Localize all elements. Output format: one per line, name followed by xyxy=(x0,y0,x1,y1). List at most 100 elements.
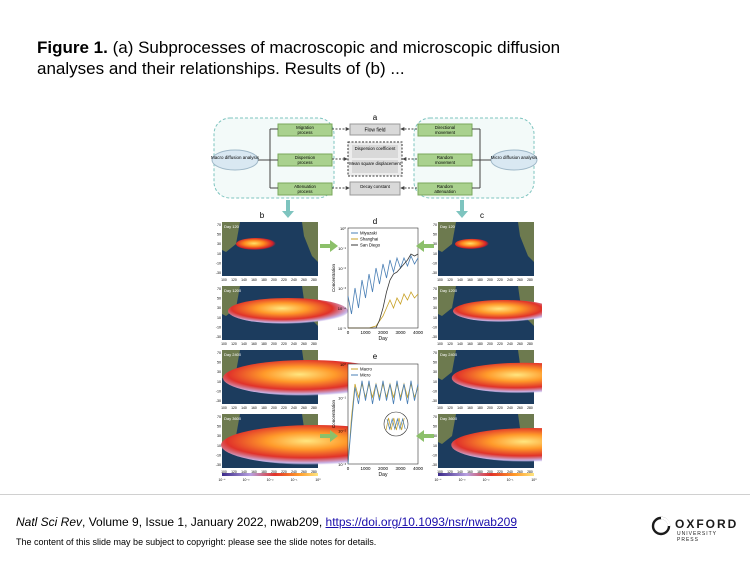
map-lon-tick: 200 xyxy=(271,342,277,346)
series-line-macro xyxy=(347,382,419,465)
arrow-c-to-d xyxy=(416,240,434,252)
micro-process-label-0-a: Directional xyxy=(435,125,455,130)
map-plume xyxy=(455,238,489,250)
map-land-america xyxy=(302,222,318,262)
series-line-micro xyxy=(347,380,419,465)
citation-details: , Volume 9, Issue 1, January 2022, nwab2… xyxy=(82,515,326,529)
logo-sub: UNIVERSITY PRESS xyxy=(677,531,717,543)
colorbar-tick: 10⁻⁴ xyxy=(434,478,442,482)
map-lat-tick: 70 xyxy=(433,223,437,227)
map-lon-tick: 140 xyxy=(241,278,247,282)
map-lon-tick: 120 xyxy=(447,470,453,474)
x-tick-label: 3000 xyxy=(395,330,406,335)
map-lon-tick: 140 xyxy=(241,406,247,410)
map-lat-tick: -30 xyxy=(432,271,437,275)
map-lon-tick: 200 xyxy=(487,406,493,410)
map-day-label: Day 3600 xyxy=(224,416,242,421)
legend-label: San Diego xyxy=(360,243,381,248)
x-tick-label: 2000 xyxy=(378,330,389,335)
map-lat-tick: 10 xyxy=(433,444,437,448)
map-lon-tick: 240 xyxy=(507,278,513,282)
map-lat-tick: 50 xyxy=(217,361,221,365)
map-lat-tick: 70 xyxy=(217,415,221,419)
y-tick-label: 10⁻¹ xyxy=(338,246,347,251)
decay-constant-label: Decay constant xyxy=(360,184,390,189)
macro-process-label-1-b: process xyxy=(297,160,312,165)
map-lat-tick: 30 xyxy=(433,434,437,438)
map-lat-tick: 30 xyxy=(217,434,221,438)
map-lon-tick: 200 xyxy=(487,342,493,346)
macro-process-label-2-a: Attenuation xyxy=(294,184,316,189)
journal-name: Natl Sci Rev xyxy=(16,515,83,529)
footer-divider xyxy=(0,494,750,495)
colorbar-tick: 10⁰ xyxy=(531,478,537,482)
map-lon-tick: 100 xyxy=(437,342,443,346)
arrow-b-to-e xyxy=(320,430,338,442)
msd-label: Mean square displacement xyxy=(349,161,401,166)
map-lon-tick: 140 xyxy=(457,278,463,282)
map-lon-tick: 180 xyxy=(261,406,267,410)
colorbar-b xyxy=(222,473,318,476)
map-lat-tick: -30 xyxy=(432,463,437,467)
y-tick-label: 10⁻³ xyxy=(338,462,347,467)
figure-caption: (a) Subprocesses of macroscopic and micr… xyxy=(37,38,561,78)
map-lat-tick: -10 xyxy=(432,453,437,457)
micro-process-label-1-b: movement xyxy=(435,160,456,165)
map-lon-tick: 240 xyxy=(507,342,513,346)
figure-image: a Macro diffusion analysis Micro diffusi… xyxy=(208,112,613,482)
map-day-label: Day 1200 xyxy=(440,288,458,293)
x-axis-label: Day xyxy=(379,472,388,478)
map-lon-tick: 240 xyxy=(291,278,297,282)
map-lon-tick: 140 xyxy=(457,406,463,410)
map-lon-tick: 220 xyxy=(497,470,503,474)
map-lat-tick: -30 xyxy=(216,399,221,403)
map-lon-tick: 180 xyxy=(261,470,267,474)
map-lon-tick: 120 xyxy=(231,406,237,410)
map-day-label: Day 120 xyxy=(440,224,456,229)
map-land-asia xyxy=(222,414,240,444)
legend-label: Micro xyxy=(360,373,371,378)
x-tick-label: 4000 xyxy=(413,330,424,335)
map-lat-tick: 70 xyxy=(433,287,437,291)
map-lon-tick: 120 xyxy=(447,406,453,410)
macro-process-label-0-a: Migration xyxy=(296,125,314,130)
map-lon-tick: 220 xyxy=(281,342,287,346)
map-lat-tick: 70 xyxy=(217,223,221,227)
map-lon-tick: 120 xyxy=(231,342,237,346)
x-tick-label: 0 xyxy=(347,330,350,335)
colorbar-tick: 10⁻² xyxy=(267,478,275,482)
legend-label: Shanghai xyxy=(360,237,378,242)
micro-process-label-0-b: movement xyxy=(435,130,456,135)
colorbar-c xyxy=(438,473,534,476)
micro-analysis-node xyxy=(490,149,538,171)
oxford-emblem-icon xyxy=(651,516,671,536)
map-lon-tick: 240 xyxy=(291,342,297,346)
map-lat-tick: 70 xyxy=(433,351,437,355)
map-land-america xyxy=(518,222,534,262)
copyright-notice: The content of this slide may be subject… xyxy=(16,537,377,547)
map-lon-tick: 280 xyxy=(311,342,317,346)
x-tick-label: 1000 xyxy=(360,466,371,471)
doi-link[interactable]: https://doi.org/10.1093/nsr/nwab209 xyxy=(325,515,517,529)
chart-e: 0 1000 2000 3000 4000 10⁰ 10⁻¹ 10⁻² 10⁻³ Day Conce… xyxy=(331,362,424,478)
map-lon-tick: 140 xyxy=(457,342,463,346)
map-day-label: Day 1200 xyxy=(224,288,242,293)
colorbar-tick: 10⁻¹ xyxy=(507,478,515,482)
map-lat-tick: 10 xyxy=(217,380,221,384)
map-lon-tick: 180 xyxy=(477,470,483,474)
map-lon-tick: 240 xyxy=(291,470,297,474)
map-lat-tick: -10 xyxy=(216,389,221,393)
y-tick-label: 10⁻² xyxy=(338,266,347,271)
panel-a-diagram: a Macro diffusion analysis Micro diffusi… xyxy=(211,113,538,218)
map-day-label: Day 3600 xyxy=(440,416,458,421)
panel-letter-c: c xyxy=(480,211,484,220)
map-lon-tick: 240 xyxy=(507,470,513,474)
map-lon-tick: 120 xyxy=(447,278,453,282)
map-lat-tick: 70 xyxy=(433,415,437,419)
